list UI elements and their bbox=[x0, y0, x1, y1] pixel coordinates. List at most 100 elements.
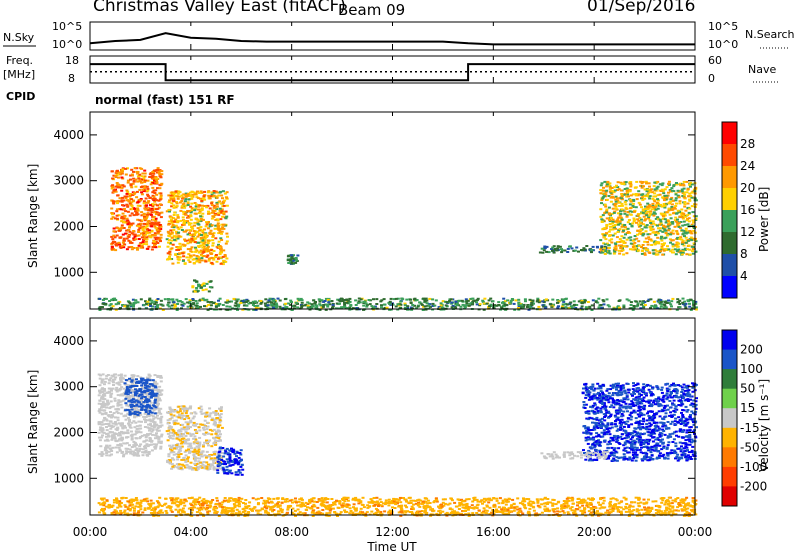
heatmap-cell bbox=[151, 174, 155, 177]
heatmap-cell bbox=[439, 304, 443, 307]
heatmap-cell bbox=[124, 447, 128, 450]
heatmap-cell bbox=[663, 214, 667, 217]
heatmap-cell bbox=[148, 299, 151, 302]
heatmap-cell bbox=[140, 408, 144, 411]
heatmap-cell bbox=[296, 297, 300, 300]
heatmap-cell bbox=[660, 245, 664, 248]
heatmap-cell bbox=[231, 460, 235, 463]
heatmap-cell bbox=[195, 457, 199, 460]
heatmap-cell bbox=[126, 223, 130, 226]
heatmap-cell bbox=[619, 245, 623, 248]
heatmap-cell bbox=[198, 441, 202, 444]
heatmap-cell bbox=[200, 257, 204, 260]
heatmap-cell bbox=[214, 443, 218, 446]
heatmap-cell bbox=[172, 204, 176, 207]
heatmap-cell bbox=[177, 247, 181, 249]
heatmap-cell bbox=[133, 408, 137, 411]
heatmap-cell bbox=[236, 463, 240, 466]
heatmap-cell bbox=[211, 244, 215, 247]
heatmap-cell bbox=[617, 216, 621, 219]
heatmap-cell bbox=[178, 463, 182, 466]
heatmap-cell bbox=[145, 230, 149, 233]
heatmap-cell bbox=[206, 245, 210, 248]
heatmap-cell bbox=[124, 442, 128, 445]
heatmap-cell bbox=[128, 401, 132, 404]
heatmap-cell bbox=[289, 303, 292, 306]
heatmap-cell bbox=[171, 428, 175, 431]
heatmap-cell bbox=[151, 177, 155, 180]
heatmap-cell bbox=[126, 447, 130, 450]
heatmap-cell bbox=[180, 417, 184, 420]
heatmap-cell bbox=[220, 463, 224, 465]
heatmap-cell bbox=[627, 219, 631, 221]
heatmap-cell bbox=[284, 302, 288, 305]
heatmap-cell bbox=[214, 424, 218, 427]
heatmap-cell bbox=[644, 180, 648, 183]
heatmap-cell bbox=[154, 240, 158, 243]
heatmap-cell bbox=[174, 419, 178, 422]
heatmap-cell bbox=[621, 249, 625, 251]
heatmap-cell bbox=[541, 251, 545, 254]
heatmap-cell bbox=[611, 195, 614, 198]
heatmap-cell bbox=[211, 236, 215, 238]
heatmap-cell bbox=[137, 234, 141, 237]
heatmap-cell bbox=[161, 309, 165, 311]
heatmap-cell bbox=[241, 468, 245, 471]
heatmap-cell bbox=[180, 229, 184, 231]
heatmap-cell bbox=[124, 383, 128, 386]
heatmap-cell bbox=[676, 218, 679, 221]
heatmap-cell bbox=[266, 304, 270, 307]
heatmap-cell bbox=[613, 247, 617, 250]
heatmap-cell bbox=[345, 298, 349, 301]
heatmap-cell bbox=[560, 251, 564, 254]
heatmap-cell bbox=[200, 412, 204, 415]
heatmap-cell bbox=[181, 441, 185, 443]
heatmap-cell bbox=[671, 239, 675, 242]
heatmap-cell bbox=[203, 190, 207, 193]
heatmap-cell bbox=[656, 199, 660, 202]
heatmap-cell bbox=[667, 229, 671, 232]
heatmap-cell bbox=[204, 456, 208, 459]
heatmap-cell bbox=[156, 237, 160, 240]
heatmap-cell bbox=[112, 412, 116, 415]
heatmap-cell bbox=[324, 297, 328, 300]
heatmap-cell bbox=[223, 199, 227, 202]
heatmap-cell bbox=[629, 301, 633, 304]
heatmap-cell bbox=[150, 225, 154, 228]
heatmap-cell bbox=[492, 512, 496, 515]
heatmap-cell bbox=[185, 229, 189, 232]
heatmap-cell bbox=[116, 416, 120, 419]
heatmap-cell bbox=[657, 301, 661, 304]
heatmap-cell bbox=[671, 245, 675, 248]
heatmap-cell bbox=[153, 242, 157, 245]
heatmap-cell bbox=[636, 229, 640, 232]
heatmap-cell bbox=[694, 306, 698, 309]
heatmap-cell bbox=[135, 406, 138, 409]
heatmap-cell bbox=[223, 460, 227, 463]
heatmap-cell bbox=[139, 436, 143, 438]
heatmap-cell bbox=[114, 243, 118, 246]
heatmap-cell bbox=[688, 207, 692, 210]
heatmap-cell bbox=[144, 208, 148, 211]
heatmap-cell bbox=[577, 250, 580, 253]
heatmap-cell bbox=[543, 299, 547, 302]
heatmap-cell bbox=[665, 302, 669, 304]
heatmap-cell bbox=[118, 383, 122, 386]
heatmap-cell bbox=[154, 178, 158, 181]
heatmap-cell bbox=[192, 454, 196, 456]
heatmap-cell bbox=[221, 190, 225, 193]
heatmap-cell bbox=[365, 305, 369, 308]
heatmap-cell bbox=[691, 248, 695, 250]
heatmap-cell bbox=[659, 305, 663, 308]
heatmap-cell bbox=[658, 229, 662, 232]
heatmap-cell bbox=[362, 308, 365, 311]
heatmap-cell bbox=[537, 305, 541, 308]
heatmap-cell bbox=[629, 239, 633, 242]
heatmap-cell bbox=[218, 207, 222, 210]
heatmap-cell bbox=[669, 231, 673, 234]
heatmap-cell bbox=[182, 433, 186, 436]
heatmap-cell bbox=[186, 432, 190, 435]
heatmap-cell bbox=[114, 308, 118, 311]
heatmap-cell bbox=[189, 412, 193, 415]
heatmap-cell bbox=[689, 230, 692, 233]
